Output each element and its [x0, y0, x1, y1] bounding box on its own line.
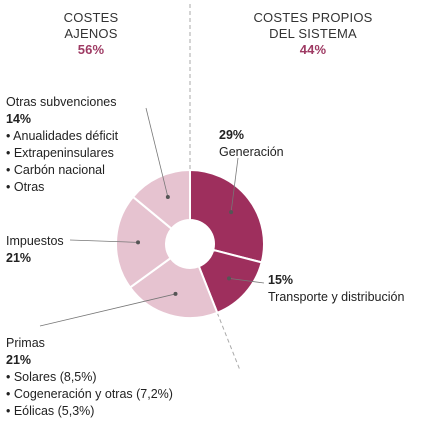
primas-list: • Solares (8,5%) • Cogeneración y otras … — [6, 369, 173, 420]
slice-primas — [128, 256, 219, 319]
leader-impuestos — [69, 239, 139, 243]
primas-title: Primas — [6, 336, 45, 350]
leader-generacion-dot — [229, 210, 234, 215]
slice-generacion — [189, 168, 265, 264]
leader-otras-dot — [165, 194, 170, 199]
list-item: • Carbón nacional — [6, 163, 105, 177]
leader-primas-dot — [173, 291, 178, 296]
header-propios-line1: COSTES PROPIOS — [253, 10, 373, 25]
impuestos-pct: 21% — [6, 251, 32, 265]
leader-impuestos-dot — [136, 240, 141, 245]
label-otras-subvenciones: Otras subvenciones 14% • Anualidades déf… — [6, 94, 118, 196]
list-item: • Cogeneración y otras (7,2%) — [6, 387, 173, 401]
list-item: • Anualidades déficit — [6, 129, 119, 143]
divider-bottom — [216, 312, 240, 369]
header-ajenos-line1: COSTES — [63, 10, 119, 25]
header-propios-pct: 44% — [299, 42, 327, 57]
leader-generacion — [230, 157, 239, 213]
label-primas: Primas 21% • Solares (8,5%) • Cogeneraci… — [6, 335, 173, 420]
slice-otras-subvenciones — [131, 168, 191, 231]
header-ajenos-pct: 56% — [77, 42, 105, 57]
leader-primas — [39, 293, 176, 327]
leader-transporte — [228, 277, 265, 284]
list-item: • Solares (8,5%) — [6, 370, 97, 384]
slice-impuestos — [115, 195, 173, 289]
label-impuestos: Impuestos 21% — [6, 233, 64, 267]
header-propios-line2: DEL SISTEMA — [269, 26, 357, 41]
leader-otras — [145, 107, 169, 198]
impuestos-title: Impuestos — [6, 234, 64, 248]
list-item: • Otras — [6, 180, 45, 194]
generacion-title: Generación — [219, 145, 284, 159]
primas-pct: 21% — [6, 353, 32, 367]
label-generacion: 29% Generación — [219, 127, 284, 161]
otras-subvenciones-title: Otras subvenciones — [6, 95, 117, 109]
label-transporte: 15% Transporte y distribución — [268, 272, 404, 306]
list-item: • Eólicas (5,3%) — [6, 404, 95, 418]
list-item: • Extrapeninsulares — [6, 146, 114, 160]
header-costes-propios: COSTES PROPIOS DEL SISTEMA 44% — [248, 10, 378, 58]
leader-transporte-dot — [227, 276, 232, 281]
transporte-pct: 15% — [268, 273, 294, 287]
header-costes-ajenos: COSTES AJENOS 56% — [36, 10, 146, 58]
generacion-pct: 29% — [219, 128, 245, 142]
transporte-title: Transporte y distribución — [268, 290, 405, 304]
otras-subvenciones-list: • Anualidades déficit • Extrapeninsulare… — [6, 128, 118, 196]
otras-subvenciones-pct: 14% — [6, 112, 32, 126]
header-ajenos-line2: AJENOS — [64, 26, 118, 41]
